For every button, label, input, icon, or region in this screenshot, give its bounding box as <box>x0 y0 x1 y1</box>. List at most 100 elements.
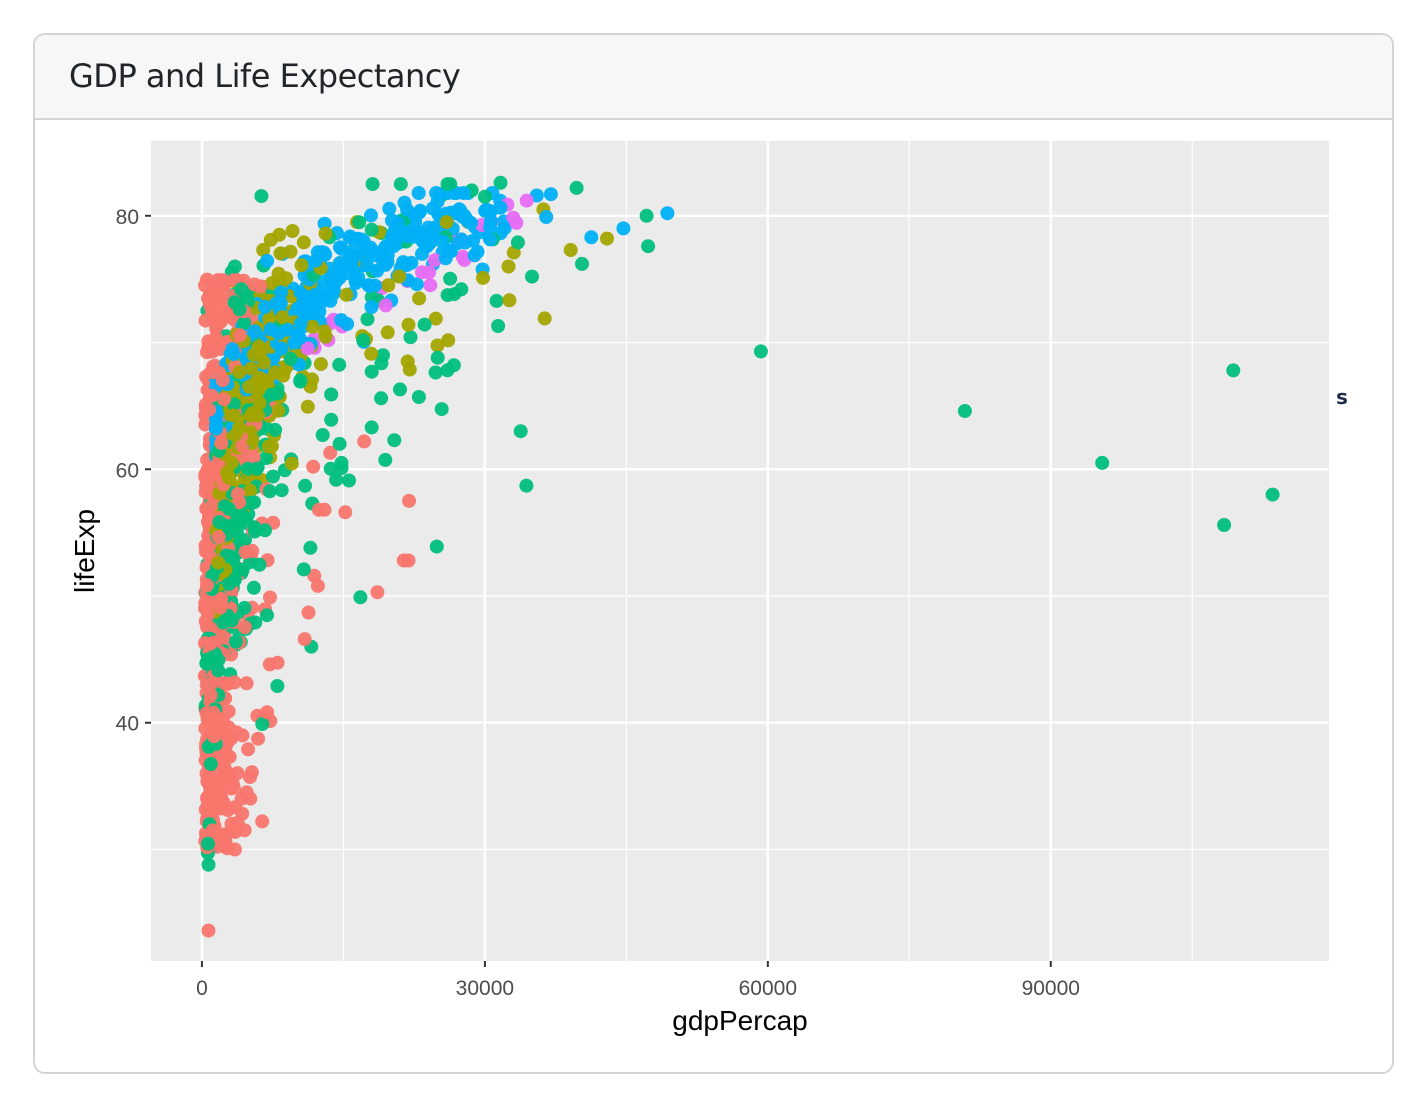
data-point-europe <box>539 210 554 224</box>
data-point-oceania <box>455 249 470 264</box>
data-point-africa <box>203 688 218 703</box>
data-point-europe <box>378 240 393 255</box>
data-point-americas <box>392 269 407 284</box>
clipped-legend-fragment: s <box>1336 385 1348 409</box>
data-point-africa <box>198 417 213 432</box>
data-point-europe <box>584 230 599 245</box>
data-point-americas <box>364 346 379 361</box>
data-point-asia <box>270 679 285 693</box>
data-point-asia <box>201 836 215 851</box>
data-point-americas <box>402 362 417 377</box>
data-point-europe <box>435 234 450 249</box>
data-point-europe <box>466 233 480 248</box>
data-point-americas <box>285 224 300 238</box>
data-point-africa <box>217 630 232 645</box>
data-point-europe <box>269 296 284 311</box>
data-point-africa <box>213 600 228 615</box>
x-tick-label: 30000 <box>456 977 514 1000</box>
data-point-europe <box>426 223 441 238</box>
data-point-europe <box>430 194 445 209</box>
data-point-asia <box>411 390 426 404</box>
data-point-africa <box>229 725 244 740</box>
data-point-asia <box>240 461 255 476</box>
data-point-americas <box>243 408 258 423</box>
data-point-asia <box>259 451 274 465</box>
data-point-africa <box>263 590 277 605</box>
data-point-africa <box>235 806 250 821</box>
data-point-asia <box>201 857 216 872</box>
data-point-africa <box>247 277 262 292</box>
data-point-africa <box>215 750 230 765</box>
data-point-europe <box>543 187 558 202</box>
data-point-asia <box>428 365 443 380</box>
data-point-asia <box>374 356 389 371</box>
data-point-asia <box>491 319 506 333</box>
data-point-asia <box>440 288 455 303</box>
data-point-africa <box>338 505 353 520</box>
data-point-americas <box>244 361 259 376</box>
data-point-europe <box>258 299 273 314</box>
data-point-asia <box>296 562 311 577</box>
data-point-americas <box>245 432 260 447</box>
data-point-asia <box>1217 518 1232 532</box>
data-point-asia <box>639 208 654 223</box>
data-point-americas <box>381 278 396 293</box>
data-point-africa <box>237 823 252 838</box>
data-point-asia <box>403 330 418 345</box>
data-point-americas <box>430 338 445 353</box>
data-point-africa <box>201 340 216 355</box>
data-point-africa <box>232 328 247 343</box>
data-point-americas <box>226 408 241 423</box>
data-point-europe <box>400 202 415 217</box>
data-point-asia <box>393 382 407 397</box>
data-point-asia <box>303 540 318 555</box>
data-point-americas <box>242 379 257 394</box>
data-point-oceania <box>300 341 315 356</box>
data-point-americas <box>271 266 286 281</box>
data-point-europe <box>382 201 397 216</box>
data-point-americas <box>318 226 333 241</box>
data-point-asia <box>342 473 356 488</box>
x-axis: 0 30000 60000 90000 <box>196 961 1080 1000</box>
data-point-europe <box>484 214 498 229</box>
data-point-africa <box>244 765 259 780</box>
data-point-asia <box>293 373 308 388</box>
data-point-africa <box>297 632 312 647</box>
data-point-americas <box>317 324 332 339</box>
data-point-africa <box>246 450 261 465</box>
data-point-africa <box>198 595 213 610</box>
data-point-africa <box>402 493 416 508</box>
data-point-asia <box>569 180 584 195</box>
data-point-americas <box>252 396 267 410</box>
data-point-africa <box>200 617 214 632</box>
data-point-asia <box>525 269 539 284</box>
data-point-africa <box>202 402 217 417</box>
data-point-americas <box>313 357 328 372</box>
data-point-asia <box>1265 487 1280 502</box>
data-point-americas <box>232 365 247 379</box>
data-point-americas <box>263 232 278 247</box>
data-point-africa <box>255 814 270 829</box>
data-point-asia <box>430 350 445 365</box>
data-point-americas <box>275 310 290 325</box>
data-point-europe <box>225 342 240 357</box>
data-point-asia <box>364 364 379 379</box>
data-point-europe <box>340 317 355 331</box>
data-point-africa <box>203 462 218 477</box>
data-point-africa <box>218 726 233 741</box>
data-point-europe <box>362 279 377 293</box>
data-point-europe <box>411 186 426 200</box>
y-axis: 40 60 80 <box>116 206 151 736</box>
data-point-africa <box>221 676 236 691</box>
data-point-asia <box>356 333 371 348</box>
data-point-africa <box>260 705 275 720</box>
data-point-asia <box>374 391 389 406</box>
data-point-africa <box>243 791 258 806</box>
data-point-oceania <box>519 193 534 208</box>
data-point-asia <box>323 461 338 476</box>
data-point-asia <box>266 469 280 484</box>
data-point-asia <box>232 302 247 317</box>
data-point-americas <box>600 231 614 246</box>
data-point-americas <box>476 270 490 285</box>
data-point-asia <box>641 239 656 254</box>
